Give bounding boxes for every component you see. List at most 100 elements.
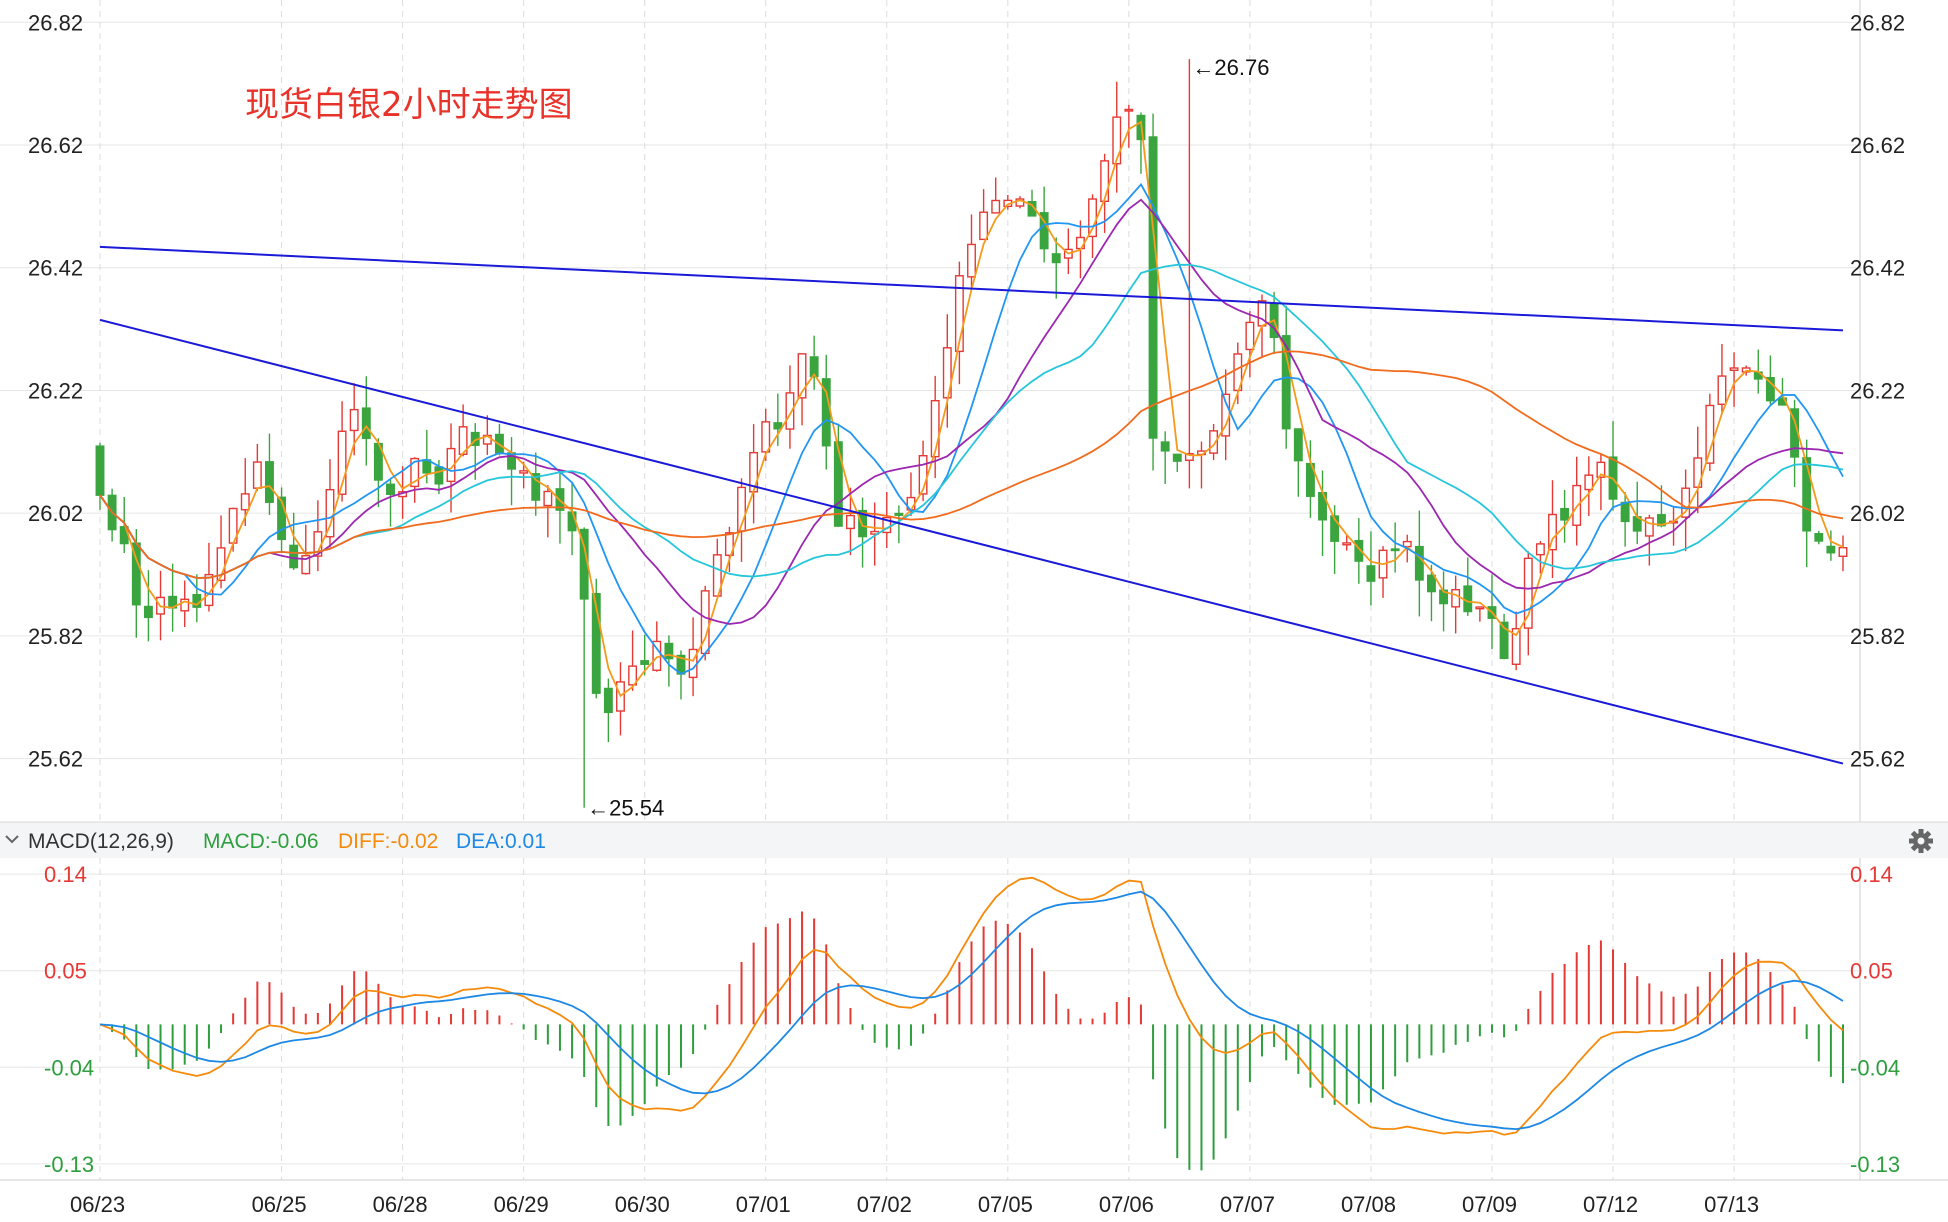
candle-down <box>1051 253 1061 264</box>
macd-tick-label-left: -0.13 <box>44 1152 94 1177</box>
candle-down <box>1499 621 1509 660</box>
candle-up <box>967 243 976 278</box>
price-tick-label-left: 26.62 <box>28 133 83 158</box>
candle-up <box>1644 517 1654 537</box>
candle-down <box>591 592 601 694</box>
macd-panel: 0.14 0.14 0.05 0.05 -0.04 -0.04 -0.13 -0.13 <box>44 862 1900 1177</box>
candle-up <box>1475 606 1485 610</box>
trendline-layer <box>99 245 1844 765</box>
macd-label: MACD(12,26,9) <box>28 830 174 853</box>
candle-down <box>1354 539 1364 562</box>
macd-tick-label-right: 0.05 <box>1850 959 1893 984</box>
candle-down <box>265 461 274 503</box>
price-tick-label-left: 26.82 <box>28 10 83 35</box>
date-tick-label: 07/06 <box>1099 1192 1154 1217</box>
candle-up <box>1838 546 1848 557</box>
ma-line <box>99 198 1844 625</box>
trendline <box>99 318 1844 765</box>
macd-value: MACD:-0.06 <box>203 830 319 853</box>
candle-down <box>1281 335 1291 430</box>
macd-tick-label-right: 0.14 <box>1850 862 1893 887</box>
candle-down <box>1427 574 1436 593</box>
candle-up <box>991 199 1001 214</box>
trendline <box>99 245 1844 332</box>
price-tick-label-left: 25.62 <box>28 747 83 772</box>
price-tick-label-left: 25.82 <box>28 624 83 649</box>
candle-up <box>180 598 190 612</box>
moving-average-layer <box>99 120 1844 698</box>
candle-up <box>1342 542 1352 546</box>
macd-tick-label-right: -0.13 <box>1850 1152 1900 1177</box>
candle-up <box>1402 540 1412 548</box>
candle-down <box>1463 585 1473 613</box>
candle-up <box>1717 375 1727 405</box>
gear-hole <box>1917 837 1925 845</box>
candle-down <box>289 544 299 569</box>
diff-value: DIFF:-0.02 <box>338 830 438 853</box>
candle-down <box>1160 441 1170 452</box>
candle-down <box>386 483 395 495</box>
price-tick-label-right: 26.62 <box>1850 133 1905 158</box>
date-tick-label: 07/02 <box>857 1192 912 1217</box>
date-tick-label: 07/08 <box>1341 1192 1396 1217</box>
candle-up <box>628 665 638 686</box>
candlestick-layer <box>95 59 1848 808</box>
candle-down <box>277 496 287 541</box>
candle-up <box>797 353 807 399</box>
candle-up <box>1257 300 1267 327</box>
price-tick-label-right: 26.42 <box>1850 256 1905 281</box>
date-tick-label: 06/30 <box>615 1192 670 1217</box>
candle-up <box>785 392 795 430</box>
ma-line <box>99 263 1844 579</box>
price-tick-label-left: 26.42 <box>28 256 83 281</box>
date-tick-label: 07/09 <box>1462 1192 1517 1217</box>
price-tick-label-right: 25.82 <box>1850 624 1905 649</box>
candle-up <box>724 532 734 557</box>
macd-header-background <box>0 822 1948 858</box>
candle-down <box>640 660 650 665</box>
candle-up <box>1124 108 1134 112</box>
candle-down <box>567 511 577 532</box>
price-tick-label-right: 26.82 <box>1850 10 1905 35</box>
candle-up <box>1451 588 1461 608</box>
gear-tooth <box>1918 847 1924 853</box>
price-tick-label-right: 25.62 <box>1850 747 1905 772</box>
candle-up <box>410 457 420 488</box>
gear-icon <box>1909 829 1933 853</box>
candle-up <box>1729 367 1739 371</box>
price-tick-label-right: 26.02 <box>1850 501 1905 526</box>
candle-up <box>1535 543 1545 556</box>
diff-line <box>99 876 1844 1136</box>
candle-down <box>1802 457 1812 532</box>
candle-down <box>361 407 371 440</box>
ma-line <box>99 182 1844 676</box>
candle-down <box>1414 545 1424 581</box>
candle-down <box>531 473 541 501</box>
candle-down <box>664 642 674 660</box>
macd-header-bar: MACD(12,26,9) MACD:-0.06 DIFF:-0.02 DEA:0.0… <box>0 821 1948 858</box>
candle-down <box>1620 501 1630 523</box>
candle-down <box>143 605 153 619</box>
candle-down <box>833 441 843 527</box>
chart-title: 现货白银2小时走势图 <box>245 85 573 125</box>
candle-down <box>1148 136 1158 439</box>
candle-up <box>979 211 989 241</box>
grid-layer <box>0 0 1948 1181</box>
candle-down <box>1826 545 1836 554</box>
candle-up <box>846 514 855 530</box>
date-tick-label: 06/28 <box>373 1192 428 1217</box>
annotation-layer: ←26.76 ←25.54 <box>587 55 1269 821</box>
candle-down <box>1330 515 1340 542</box>
price-axis-ticks: 26.82 26.82 26.62 26.62 26.42 26.42 26.22 26.22… <box>28 10 1905 771</box>
candle-up <box>204 573 214 607</box>
candle-up <box>1112 116 1122 165</box>
date-tick-label: 06/25 <box>252 1192 307 1217</box>
date-tick-label: 07/13 <box>1704 1192 1759 1217</box>
macd-tick-label-left: 0.05 <box>44 959 87 984</box>
date-tick-label: 07/01 <box>736 1192 791 1217</box>
gear-tooth <box>1918 829 1924 835</box>
candle-down <box>1765 376 1775 402</box>
price-tick-label-left: 26.22 <box>28 378 83 403</box>
candle-down <box>1390 548 1400 552</box>
